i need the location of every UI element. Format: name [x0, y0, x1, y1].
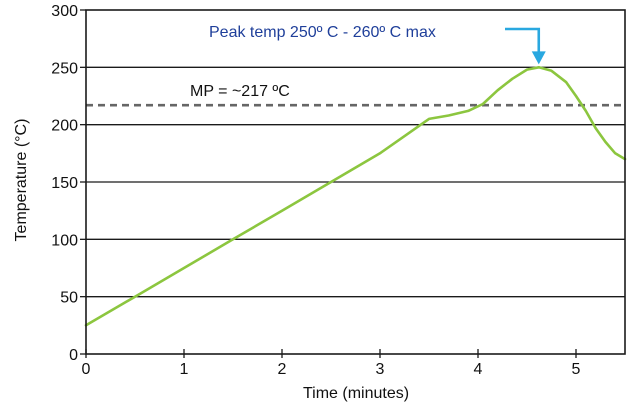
- annotation-layer: MP = ~217 ºC Peak temp 250º C - 260º C ma…: [190, 24, 546, 100]
- y-tick-label: 50: [60, 290, 78, 307]
- tick-label-layer: 0 50 100 150 200 250 300 0 1 2 3 4 5: [51, 3, 580, 378]
- y-tick-label: 200: [51, 118, 78, 135]
- grid-layer: [86, 66, 625, 298]
- mp-label: MP = ~217 ºC: [190, 83, 290, 100]
- y-axis-title: Temperature (°C): [13, 119, 30, 242]
- series-layer: [84, 66, 627, 327]
- x-axis-title: Time (minutes): [303, 385, 409, 402]
- x-tick-label: 1: [180, 361, 189, 378]
- y-tick-label: 250: [51, 60, 78, 77]
- y-tick-label: 300: [51, 3, 78, 20]
- y-tick-label: 0: [69, 347, 78, 364]
- x-tick-label: 4: [474, 361, 483, 378]
- series-line: [84, 66, 627, 327]
- x-tick-label: 5: [572, 361, 581, 378]
- x-tick-label: 0: [82, 361, 91, 378]
- peak-annotation-label: Peak temp 250º C - 260º C max: [209, 24, 436, 41]
- x-tick-label: 3: [376, 361, 385, 378]
- peak-arrow-shaft: [505, 27, 541, 54]
- peak-arrow-head: [531, 51, 546, 65]
- axis-layer: [80, 9, 626, 358]
- x-tick-label: 2: [278, 361, 287, 378]
- y-tick-label: 100: [51, 232, 78, 249]
- y-tick-label: 150: [51, 175, 78, 192]
